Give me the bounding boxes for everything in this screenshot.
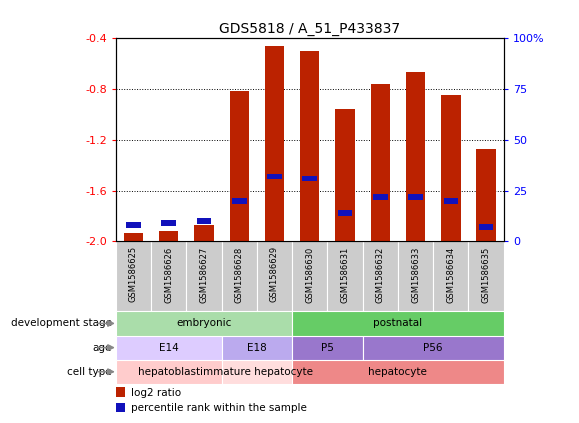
Bar xyxy=(477,148,496,242)
Bar xyxy=(197,218,211,224)
Text: GSM1586631: GSM1586631 xyxy=(340,246,350,302)
FancyBboxPatch shape xyxy=(292,335,362,360)
FancyBboxPatch shape xyxy=(292,242,327,311)
FancyBboxPatch shape xyxy=(292,311,504,335)
Bar xyxy=(229,91,249,242)
FancyBboxPatch shape xyxy=(362,335,504,360)
FancyBboxPatch shape xyxy=(222,335,292,360)
Text: hepatocyte: hepatocyte xyxy=(368,367,427,377)
FancyBboxPatch shape xyxy=(292,360,504,384)
Text: GSM1586630: GSM1586630 xyxy=(305,246,314,302)
Bar xyxy=(338,210,352,216)
Bar xyxy=(302,176,317,181)
FancyBboxPatch shape xyxy=(468,242,504,311)
FancyBboxPatch shape xyxy=(257,242,292,311)
Text: GSM1586629: GSM1586629 xyxy=(270,246,279,302)
Text: development stage: development stage xyxy=(11,319,112,328)
Bar xyxy=(159,231,178,242)
Bar xyxy=(116,403,126,412)
Text: GSM1586627: GSM1586627 xyxy=(200,246,208,302)
Text: hepatoblast: hepatoblast xyxy=(138,367,200,377)
Bar xyxy=(441,95,460,242)
Bar xyxy=(232,198,247,203)
Text: E14: E14 xyxy=(159,343,178,353)
FancyBboxPatch shape xyxy=(433,242,468,311)
Text: GSM1586634: GSM1586634 xyxy=(446,246,455,302)
FancyBboxPatch shape xyxy=(116,242,151,311)
Text: P5: P5 xyxy=(321,343,334,353)
Text: GSM1586628: GSM1586628 xyxy=(234,246,244,302)
Text: log2 ratio: log2 ratio xyxy=(131,387,181,398)
FancyBboxPatch shape xyxy=(222,360,292,384)
Bar xyxy=(444,198,458,203)
Bar xyxy=(126,222,141,228)
FancyBboxPatch shape xyxy=(398,242,433,311)
Text: GSM1586635: GSM1586635 xyxy=(482,246,490,302)
Text: postnatal: postnatal xyxy=(373,319,423,328)
Bar xyxy=(124,233,143,242)
Text: embryonic: embryonic xyxy=(176,319,232,328)
Bar xyxy=(195,225,214,242)
Text: P56: P56 xyxy=(423,343,443,353)
Text: percentile rank within the sample: percentile rank within the sample xyxy=(131,403,307,412)
Bar xyxy=(479,224,493,230)
FancyBboxPatch shape xyxy=(327,242,362,311)
Bar xyxy=(265,46,284,242)
FancyBboxPatch shape xyxy=(116,311,292,335)
Text: GSM1586632: GSM1586632 xyxy=(376,246,385,302)
FancyBboxPatch shape xyxy=(116,360,222,384)
Text: cell type: cell type xyxy=(67,367,112,377)
Bar xyxy=(116,387,126,397)
FancyBboxPatch shape xyxy=(186,242,222,311)
FancyBboxPatch shape xyxy=(362,242,398,311)
Bar xyxy=(408,194,423,200)
Bar xyxy=(371,84,390,242)
FancyBboxPatch shape xyxy=(151,242,186,311)
Bar xyxy=(300,51,320,242)
FancyBboxPatch shape xyxy=(222,242,257,311)
FancyBboxPatch shape xyxy=(116,335,222,360)
Bar xyxy=(267,173,282,179)
Text: E18: E18 xyxy=(247,343,267,353)
Text: GSM1586626: GSM1586626 xyxy=(164,246,173,302)
Text: age: age xyxy=(93,343,112,353)
Text: GSM1586633: GSM1586633 xyxy=(411,246,420,303)
Bar xyxy=(373,194,387,200)
Text: immature hepatocyte: immature hepatocyte xyxy=(200,367,313,377)
Text: GSM1586625: GSM1586625 xyxy=(129,246,138,302)
Bar xyxy=(162,220,176,226)
Bar xyxy=(406,72,425,242)
Title: GDS5818 / A_51_P433837: GDS5818 / A_51_P433837 xyxy=(219,22,400,36)
Bar xyxy=(335,109,355,242)
